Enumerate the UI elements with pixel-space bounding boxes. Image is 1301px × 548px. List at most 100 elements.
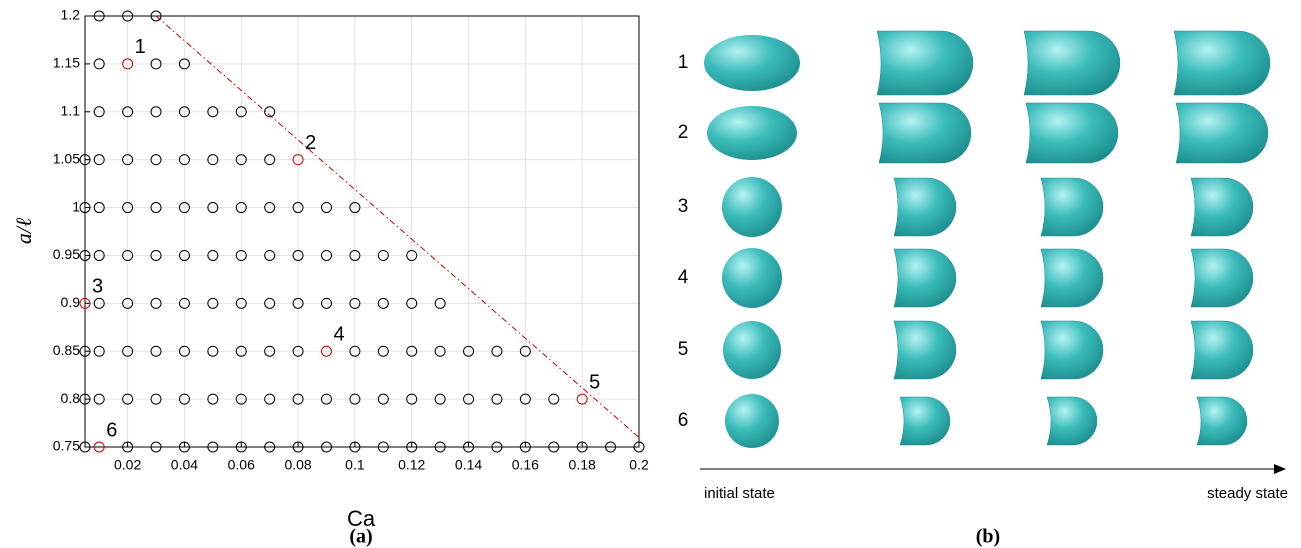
y-axis-label: a/ℓ xyxy=(11,217,36,244)
point xyxy=(122,249,134,261)
point xyxy=(93,106,105,118)
point xyxy=(463,441,475,453)
droplet xyxy=(1046,396,1098,446)
droplet xyxy=(1040,177,1104,237)
point xyxy=(122,297,134,309)
point xyxy=(377,249,389,261)
y-tick-label: 1.15 xyxy=(53,55,80,71)
point xyxy=(463,393,475,405)
point xyxy=(349,202,361,214)
droplet xyxy=(723,321,781,379)
point xyxy=(235,249,247,261)
droplet xyxy=(1023,30,1121,96)
droplet xyxy=(725,394,779,448)
point xyxy=(264,441,276,453)
point xyxy=(150,106,162,118)
point xyxy=(292,297,304,309)
point xyxy=(150,58,162,70)
x-tick-label: 0.1 xyxy=(345,457,365,473)
point xyxy=(178,106,190,118)
point xyxy=(93,297,105,309)
point xyxy=(349,297,361,309)
point xyxy=(633,441,645,453)
point xyxy=(207,393,219,405)
point xyxy=(434,441,446,453)
point xyxy=(548,441,560,453)
point xyxy=(178,249,190,261)
point xyxy=(178,441,190,453)
point xyxy=(79,297,91,309)
y-tick-label: 0.8 xyxy=(61,390,81,406)
x-tick-label: 0.14 xyxy=(455,457,482,473)
point xyxy=(235,202,247,214)
caption-a: (a) xyxy=(349,526,372,548)
point-label: 5 xyxy=(589,371,600,393)
point xyxy=(320,249,332,261)
point xyxy=(434,345,446,357)
droplet xyxy=(1040,248,1104,308)
row-label: 3 xyxy=(678,196,689,217)
point xyxy=(150,393,162,405)
point-label: 2 xyxy=(305,132,316,154)
droplet xyxy=(1040,320,1104,380)
start-label: initial state xyxy=(704,485,775,502)
droplet xyxy=(1190,320,1254,380)
droplet xyxy=(1190,248,1254,308)
point xyxy=(264,345,276,357)
point xyxy=(207,297,219,309)
y-tick-label: 1.1 xyxy=(61,102,81,118)
point xyxy=(519,393,531,405)
point xyxy=(292,202,304,214)
point xyxy=(292,393,304,405)
point xyxy=(207,202,219,214)
point xyxy=(93,10,105,22)
point xyxy=(207,154,219,166)
x-tick-label: 0.12 xyxy=(398,457,425,473)
caption-b: (b) xyxy=(976,526,1000,548)
point xyxy=(178,345,190,357)
point xyxy=(434,297,446,309)
point xyxy=(292,441,304,453)
y-tick-label: 1.05 xyxy=(53,150,80,166)
point xyxy=(207,441,219,453)
x-tick-label: 0.04 xyxy=(171,457,198,473)
point xyxy=(150,441,162,453)
point xyxy=(93,393,105,405)
point xyxy=(79,393,91,405)
point xyxy=(207,345,219,357)
point-label: 3 xyxy=(92,276,103,298)
point xyxy=(150,10,162,22)
point xyxy=(406,249,418,261)
point xyxy=(235,297,247,309)
point xyxy=(264,106,276,118)
point xyxy=(178,297,190,309)
point xyxy=(491,345,503,357)
point xyxy=(576,441,588,453)
point xyxy=(207,106,219,118)
point xyxy=(349,249,361,261)
droplet xyxy=(722,177,782,237)
y-tick-label: 0.75 xyxy=(53,438,80,454)
x-tick-label: 0.02 xyxy=(114,457,141,473)
point xyxy=(576,393,588,405)
point xyxy=(320,202,332,214)
point xyxy=(349,441,361,453)
point xyxy=(235,393,247,405)
point xyxy=(235,106,247,118)
point xyxy=(79,441,91,453)
point xyxy=(150,345,162,357)
point xyxy=(548,393,560,405)
point xyxy=(93,345,105,357)
point xyxy=(122,345,134,357)
point xyxy=(122,154,134,166)
point xyxy=(264,393,276,405)
point xyxy=(320,441,332,453)
droplet xyxy=(893,320,957,380)
row-label: 6 xyxy=(678,410,689,431)
point xyxy=(150,297,162,309)
point xyxy=(377,345,389,357)
point xyxy=(122,202,134,214)
point xyxy=(320,345,332,357)
y-tick-label: 1.2 xyxy=(61,7,81,23)
